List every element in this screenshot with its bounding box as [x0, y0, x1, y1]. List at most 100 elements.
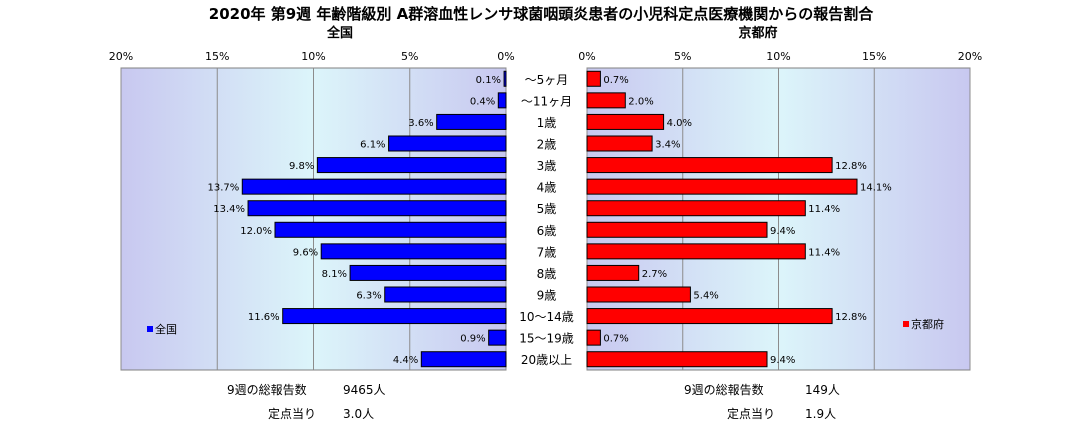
national-bar	[436, 113, 507, 130]
kyoto-bar	[586, 286, 691, 303]
national-tick-label: 5%	[401, 50, 418, 63]
kyoto-bar	[586, 221, 768, 238]
national-total-value: 9465人	[343, 383, 386, 397]
kyoto-tick-label: 20%	[958, 50, 982, 63]
kyoto-bar-label: 14.1%	[860, 183, 892, 194]
national-bar-label: 6.1%	[360, 140, 385, 151]
national-bar-label: 6.3%	[356, 291, 381, 302]
chart-title: 2020年 第9週 年齢階級別 A群溶血性レンサ球菌咽頭炎患者の小児科定点医療機…	[209, 5, 874, 23]
national-total-label: 9週の総報告数	[227, 382, 307, 397]
kyoto-bar-label: 12.8%	[835, 312, 867, 323]
kyoto-per-site-label: 定点当り	[727, 406, 775, 421]
kyoto-tick-label: 10%	[766, 50, 790, 63]
national-bar	[388, 135, 507, 152]
category-label: ～5ヶ月	[525, 73, 569, 87]
kyoto-total-label: 9週の総報告数	[684, 382, 764, 397]
national-tick-label: 10%	[301, 50, 325, 63]
category-label: 4歳	[537, 181, 557, 195]
national-axis-ticks: 20% 15% 10% 5% 0%	[109, 50, 515, 63]
category-label: 15～19歳	[519, 332, 574, 346]
kyoto-tick-label: 5%	[674, 50, 691, 63]
national-bar	[503, 70, 507, 87]
category-label: 5歳	[537, 202, 557, 216]
kyoto-bar-label: 0.7%	[603, 75, 628, 86]
category-label: 10～14歳	[519, 310, 574, 324]
kyoto-axis-ticks: 0% 5% 10% 15% 20%	[578, 50, 982, 63]
kyoto-total-value: 149人	[805, 383, 840, 397]
kyoto-bar	[586, 135, 653, 152]
national-bar-label: 8.1%	[322, 269, 347, 280]
national-bar	[420, 351, 507, 368]
kyoto-tick-label: 15%	[862, 50, 886, 63]
national-bar-label: 0.4%	[470, 96, 495, 107]
kyoto-bar	[586, 200, 806, 217]
national-footer: 9週の総報告数 9465人 定点当り 3.0人	[227, 382, 386, 421]
kyoto-per-site-value: 1.9人	[805, 407, 836, 421]
kyoto-bar	[586, 243, 806, 260]
national-bar-label: 3.6%	[408, 118, 433, 129]
national-bar-label: 0.1%	[476, 75, 501, 86]
national-bar	[497, 92, 507, 109]
national-legend-swatch	[147, 326, 153, 332]
kyoto-bar	[586, 329, 601, 346]
kyoto-panel-title: 京都府	[738, 25, 777, 41]
kyoto-footer: 9週の総報告数 149人 定点当り 1.9人	[684, 382, 840, 421]
national-bar-label: 11.6%	[248, 312, 280, 323]
category-label: 20歳以上	[521, 353, 572, 367]
kyoto-bar	[586, 157, 833, 174]
national-bar	[384, 286, 507, 303]
category-label: ～11ヶ月	[521, 94, 572, 108]
national-bar	[241, 178, 507, 195]
national-bar	[320, 243, 507, 260]
category-label: 1歳	[537, 116, 557, 130]
national-bar-label: 4.4%	[393, 355, 418, 366]
national-bar	[247, 200, 507, 217]
national-per-site-label: 定点当り	[268, 406, 316, 421]
kyoto-bar-label: 4.0%	[667, 118, 692, 129]
national-bar	[282, 308, 507, 325]
kyoto-bar	[586, 264, 640, 281]
kyoto-bar-label: 9.4%	[770, 226, 795, 237]
national-tick-label: 0%	[497, 50, 514, 63]
kyoto-bar	[586, 92, 626, 109]
national-bar	[274, 221, 507, 238]
national-bar	[488, 329, 507, 346]
national-bar-label: 13.7%	[207, 183, 239, 194]
kyoto-bar-label: 2.0%	[628, 96, 653, 107]
national-bar-label: 0.9%	[460, 334, 485, 345]
kyoto-bar	[586, 351, 768, 368]
national-bar-label: 13.4%	[213, 204, 245, 215]
national-bar-label: 9.6%	[293, 247, 318, 258]
kyoto-bar-label: 12.8%	[835, 161, 867, 172]
category-label: 7歳	[537, 245, 557, 259]
national-panel-title: 全国	[326, 25, 353, 41]
kyoto-bars: 0.7%2.0%4.0%3.4%12.8%14.1%11.4%9.4%11.4%…	[586, 70, 892, 368]
category-label: 2歳	[537, 138, 557, 152]
national-bars: 0.1% 0.4% 3.6% 6.1% 9.8% 13.7% 13.4% 12.0% 9.6% 8…	[207, 70, 507, 368]
kyoto-tick-label: 0%	[578, 50, 595, 63]
kyoto-bar-label: 3.4%	[655, 140, 680, 151]
kyoto-bar-label: 11.4%	[808, 204, 840, 215]
kyoto-bar-label: 0.7%	[603, 334, 628, 345]
national-bar-label: 9.8%	[289, 161, 314, 172]
category-label: 6歳	[537, 224, 557, 238]
kyoto-bar-label: 5.4%	[693, 291, 718, 302]
national-bar	[349, 264, 507, 281]
category-labels: ～5ヶ月 ～11ヶ月 1歳 2歳 3歳 4歳 5歳 6歳 7歳 8歳 9歳 10～14歳 15～19歳 2…	[519, 73, 574, 367]
kyoto-bar-label: 11.4%	[808, 247, 840, 258]
kyoto-bar	[586, 308, 833, 325]
kyoto-bar	[586, 70, 601, 87]
category-label: 8歳	[537, 267, 557, 281]
kyoto-legend-label: 京都府	[911, 317, 944, 331]
kyoto-legend: 京都府	[903, 317, 944, 331]
national-tick-label: 20%	[109, 50, 133, 63]
national-legend: 全国	[147, 322, 177, 336]
kyoto-bar-label: 9.4%	[770, 355, 795, 366]
kyoto-bar-label: 2.7%	[642, 269, 667, 280]
kyoto-bar	[586, 113, 665, 130]
category-label: 3歳	[537, 159, 557, 173]
national-tick-label: 15%	[205, 50, 229, 63]
national-legend-label: 全国	[155, 322, 177, 336]
national-per-site-value: 3.0人	[343, 407, 374, 421]
